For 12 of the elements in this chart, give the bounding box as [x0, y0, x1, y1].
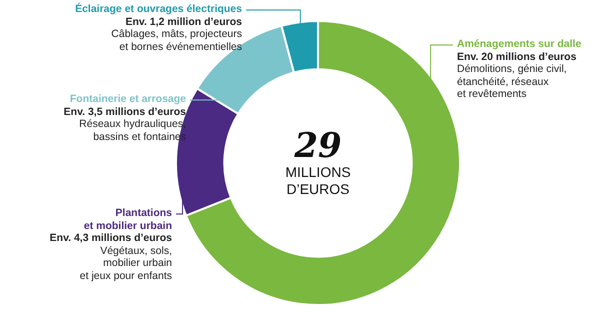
slice-label: Plantations et mobilier urbain: [82, 207, 172, 232]
text: MILLIONS D’EUROS: [284, 164, 352, 198]
slice-label: Aménagements sur dalle: [457, 38, 582, 50]
data-label: Env. 1,2 million d’euros: [124, 16, 242, 28]
text: Végétaux, sols, mobilier urbain et jeux pour enfants: [78, 244, 172, 282]
data-label: Env. 4,3 millions d’euros: [50, 232, 172, 244]
slice-label: Fontainerie et arrosage: [68, 93, 186, 106]
data-label: Env. 20 millions d’euros: [457, 50, 578, 63]
data-label: Env. 3,5 millions d’euros: [64, 106, 186, 118]
text: 29: [293, 126, 343, 166]
slice-label: Éclairage et ouvrages électriques: [75, 3, 242, 16]
text: Démolitions, génie civil, étanchéité, réseaux et revêtements: [457, 63, 568, 100]
